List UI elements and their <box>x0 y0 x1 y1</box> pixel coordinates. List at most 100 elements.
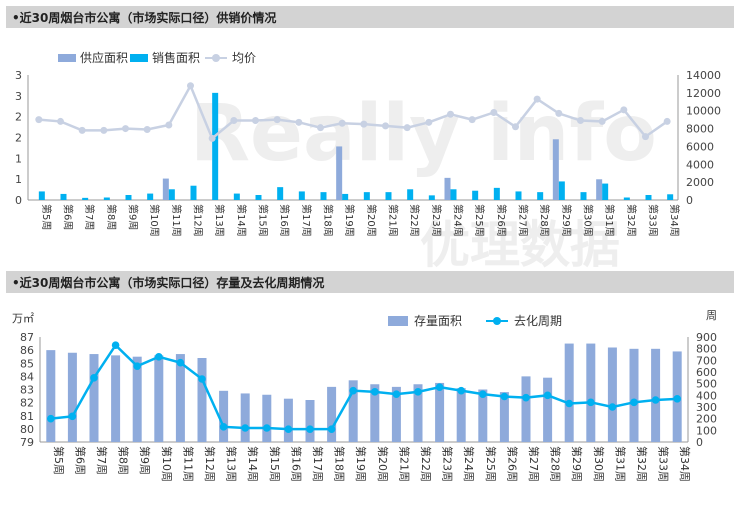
inventory-bar <box>607 347 617 442</box>
x-tick-label: 第33周 <box>647 204 660 237</box>
y2-tick-label: 6000 <box>686 140 714 153</box>
legend-label: 销售面积 <box>152 50 200 65</box>
price-point <box>230 117 238 125</box>
sales-bar <box>147 193 154 200</box>
destock-cycle-point <box>198 375 206 383</box>
price-point <box>143 125 151 133</box>
y2-tick-label: 300 <box>696 401 717 414</box>
price-point <box>468 116 476 124</box>
price-point <box>122 125 129 133</box>
supply-sales-price-chart: Really info 优理数据 0 1 1 2 2 3 3 0 2000 4000 6000 8000 1… <box>15 50 721 270</box>
x-tick-label: 第31周 <box>603 204 616 237</box>
price-point <box>642 133 649 141</box>
x-tick-label: 第26周 <box>495 204 508 237</box>
x-tick-label: 第12周 <box>203 446 217 482</box>
destock-cycle-point <box>90 374 98 382</box>
y2-tick-label: 8000 <box>686 123 714 136</box>
x-tick-label: 第24周 <box>462 446 476 482</box>
sales-bar <box>515 191 522 200</box>
inventory-bar <box>564 343 574 442</box>
sales-bar <box>537 192 544 200</box>
supply-bar <box>336 146 343 200</box>
destock-cycle-point <box>565 399 573 408</box>
y2-tick-label: 100 <box>696 424 717 437</box>
destock-cycle-point <box>500 392 509 401</box>
x-tick-label: 第16周 <box>278 204 291 237</box>
x-tick-label: 第12周 <box>192 204 205 237</box>
x-tick-label: 第7周 <box>83 204 96 230</box>
y2-tick-label: 0 <box>686 194 693 207</box>
inventory-bar <box>435 382 445 442</box>
x-tick-label: 第26周 <box>505 446 519 482</box>
inventory-bar <box>132 356 142 442</box>
x-tick-label: 第15周 <box>268 446 282 482</box>
price-point <box>78 126 86 134</box>
y-tick-label: 80 <box>20 423 34 436</box>
y2-tick-label: 10000 <box>686 105 721 118</box>
price-point <box>512 123 519 131</box>
inventory-bar <box>240 393 250 442</box>
x-tick-label: 第20周 <box>376 446 390 482</box>
sales-bar <box>212 92 219 200</box>
destock-cycle-point <box>263 424 271 432</box>
x-tick-label: 第28周 <box>549 446 563 482</box>
legend-swatch <box>212 54 220 62</box>
price-point <box>360 120 368 128</box>
price-point <box>533 95 541 103</box>
sales-bar <box>623 197 630 200</box>
price-point <box>317 124 324 132</box>
destock-cycle-point <box>630 398 638 407</box>
x-tick-label: 第34周 <box>678 446 692 482</box>
y-tick-label: 81 <box>20 410 34 423</box>
y-tick-label: 3 <box>15 90 22 103</box>
x-tick-label: 第18周 <box>322 204 335 237</box>
destock-cycle-point <box>349 386 358 395</box>
x-tick-label: 第19周 <box>343 204 356 237</box>
price-point <box>273 116 281 124</box>
y2-tick-label: 600 <box>696 366 717 379</box>
x-tick-label: 第6周 <box>73 446 87 475</box>
y-tick-label: 83 <box>20 384 34 397</box>
destock-cycle-point <box>47 414 55 423</box>
watermark-text-cn: 优理数据 <box>420 216 620 270</box>
price-point <box>620 106 628 114</box>
y2-tick-label: 12000 <box>686 87 721 100</box>
x-tick-label: 第22周 <box>419 446 433 482</box>
destock-cycle-point <box>176 358 185 367</box>
panel2-header: •近30周烟台市公寓（市场实际口径）存量及去化周期情况 <box>6 271 734 293</box>
x-tick-label: 第27周 <box>527 446 541 482</box>
sales-bar <box>558 181 565 200</box>
y-tick-label: 87 <box>20 331 34 344</box>
inventory-bar <box>283 398 293 442</box>
x-tick-label: 第34周 <box>668 204 681 237</box>
y-tick-label: 1 <box>15 152 22 165</box>
destock-cycle-point <box>587 398 595 407</box>
x-tick-label: 第5周 <box>52 446 66 475</box>
destock-cycle-point <box>435 383 444 391</box>
y-tick-label: 85 <box>20 357 34 370</box>
inventory-bar <box>197 358 207 442</box>
price-point <box>295 118 303 126</box>
inventory-bar <box>327 386 337 442</box>
panel2-title: •近30周烟台市公寓（市场实际口径）存量及去化周期情况 <box>12 276 325 290</box>
price-point <box>425 118 433 126</box>
sales-bar <box>667 194 674 200</box>
inventory-bar <box>154 355 164 442</box>
x-tick-label: 第30周 <box>582 204 595 237</box>
y-tick-label: 82 <box>20 397 34 410</box>
inventory-bar <box>413 384 423 442</box>
x-tick-label: 第19周 <box>354 446 368 482</box>
inventory-bar <box>629 348 639 442</box>
panel1-header: •近30周烟台市公寓（市场实际口径）供销价情况 <box>6 6 734 28</box>
sales-bar <box>298 191 305 200</box>
y-tick-label: 2 <box>15 111 22 124</box>
y-unit-right: 周 <box>706 309 717 322</box>
y-tick-label: 2 <box>15 132 22 145</box>
destock-cycle-line <box>50 343 678 431</box>
destock-cycle-point <box>608 403 617 411</box>
sales-bar <box>125 195 132 200</box>
destock-cycle-point <box>479 390 487 398</box>
sales-bar <box>363 192 370 200</box>
x-tick-label: 第27周 <box>517 204 530 237</box>
